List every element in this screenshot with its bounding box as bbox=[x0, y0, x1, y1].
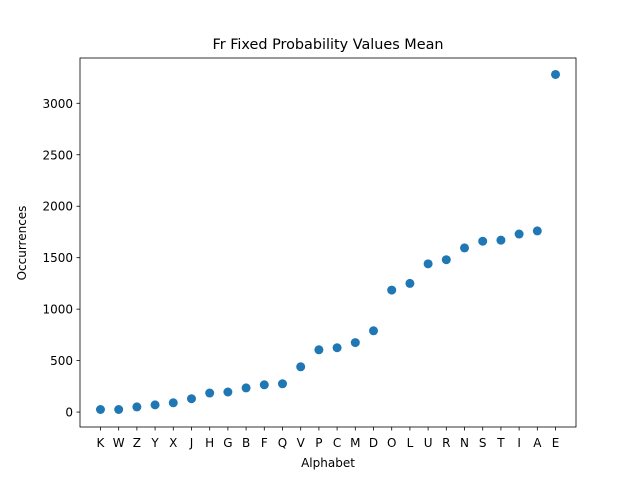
data-point bbox=[259, 380, 269, 390]
y-tick-label: 0 bbox=[65, 406, 73, 420]
y-axis-label: Occurrences bbox=[15, 206, 29, 281]
y-tick-label: 2500 bbox=[42, 148, 73, 162]
x-tick-label: F bbox=[261, 436, 268, 450]
x-tick-label: I bbox=[517, 436, 521, 450]
x-tick-label: Q bbox=[278, 436, 287, 450]
data-point bbox=[168, 398, 178, 408]
x-tick-label: Y bbox=[150, 436, 159, 450]
data-point bbox=[205, 388, 215, 398]
data-point bbox=[460, 243, 470, 253]
x-tick-label: S bbox=[479, 436, 487, 450]
plot-marks bbox=[95, 69, 561, 415]
y-tick-label: 3000 bbox=[42, 97, 73, 111]
data-point bbox=[423, 259, 433, 269]
data-point bbox=[114, 405, 124, 415]
data-point bbox=[496, 235, 506, 245]
data-point bbox=[369, 326, 379, 336]
data-point bbox=[478, 236, 488, 246]
x-tick-label: C bbox=[333, 436, 341, 450]
x-tick-label: O bbox=[387, 436, 396, 450]
x-tick-label: W bbox=[113, 436, 125, 450]
data-point bbox=[150, 400, 160, 410]
data-point bbox=[223, 387, 233, 397]
y-tick-label: 1000 bbox=[42, 303, 73, 317]
data-point bbox=[332, 343, 342, 353]
data-point bbox=[296, 362, 306, 372]
x-tick-label: J bbox=[189, 436, 194, 450]
x-tick-label: K bbox=[97, 436, 106, 450]
x-tick-label: M bbox=[350, 436, 360, 450]
x-tick-label: T bbox=[496, 436, 505, 450]
data-point bbox=[405, 278, 415, 288]
plot-frame bbox=[79, 57, 577, 428]
data-point bbox=[387, 285, 397, 295]
x-tick-label: G bbox=[223, 436, 232, 450]
chart-title: Fr Fixed Probability Values Mean bbox=[212, 37, 443, 53]
y-tick-label: 2000 bbox=[42, 200, 73, 214]
data-point bbox=[441, 255, 451, 265]
data-point bbox=[95, 405, 105, 415]
data-point bbox=[350, 338, 360, 348]
x-tick-label: X bbox=[169, 436, 177, 450]
x-tick-label: L bbox=[407, 436, 414, 450]
data-point bbox=[314, 345, 324, 355]
data-point bbox=[241, 383, 251, 393]
data-point bbox=[132, 402, 142, 412]
x-tick-label: P bbox=[315, 436, 322, 450]
x-tick-label: N bbox=[460, 436, 469, 450]
x-tick-label: D bbox=[369, 436, 378, 450]
data-point bbox=[186, 394, 196, 404]
data-point bbox=[514, 229, 524, 239]
x-tick-label: Z bbox=[133, 436, 141, 450]
x-tick-label: V bbox=[297, 436, 306, 450]
y-tick-label: 500 bbox=[50, 354, 73, 368]
x-tick-label: A bbox=[533, 436, 542, 450]
y-tick-label: 1500 bbox=[42, 251, 73, 265]
x-tick-label: U bbox=[424, 436, 433, 450]
data-point bbox=[532, 226, 542, 236]
data-point bbox=[551, 69, 561, 79]
y-axis: 0 500 1000 1500 2000 2500 3000 bbox=[42, 97, 80, 420]
x-tick-label: E bbox=[552, 436, 560, 450]
x-tick-label: R bbox=[442, 436, 450, 450]
x-tick-label: H bbox=[205, 436, 214, 450]
x-axis-label: Alphabet bbox=[301, 456, 355, 470]
x-tick-label: B bbox=[242, 436, 250, 450]
data-point bbox=[277, 379, 287, 389]
